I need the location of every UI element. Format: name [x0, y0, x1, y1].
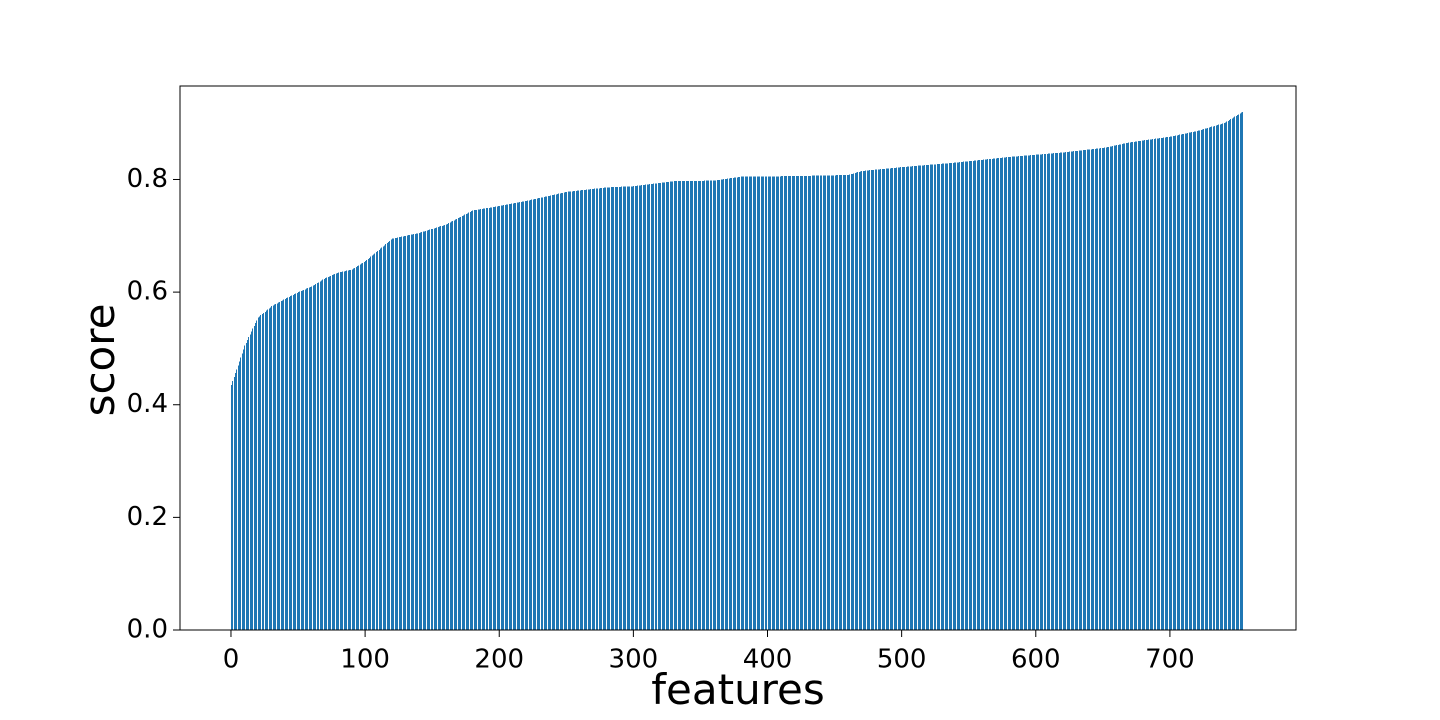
y-axis-label: score: [75, 304, 124, 417]
plot-frame: [179, 85, 1297, 631]
y-tick-label: 0.4: [127, 389, 168, 419]
y-tick-label: 0.2: [127, 502, 168, 532]
x-tick-label: 300: [609, 645, 659, 675]
x-tick-label: 500: [877, 645, 927, 675]
y-tick-label: 0.6: [127, 277, 168, 307]
x-tick-label: 100: [340, 645, 390, 675]
x-axis-label: features: [651, 665, 825, 714]
x-tick-label: 700: [1145, 645, 1195, 675]
y-tick-label: 0.8: [127, 164, 168, 194]
x-axis-ticks: 0 100 200 300 400 500 600 700: [223, 630, 1195, 675]
x-tick-label: 400: [743, 645, 793, 675]
x-tick-label: 0: [223, 645, 240, 675]
y-axis-ticks: 0.0 0.2 0.4 0.6 0.8: [127, 164, 180, 645]
x-tick-label: 600: [1011, 645, 1061, 675]
y-tick-label: 0.0: [127, 615, 168, 645]
bars-group: [231, 111, 1243, 630]
x-tick-label: 200: [474, 645, 524, 675]
